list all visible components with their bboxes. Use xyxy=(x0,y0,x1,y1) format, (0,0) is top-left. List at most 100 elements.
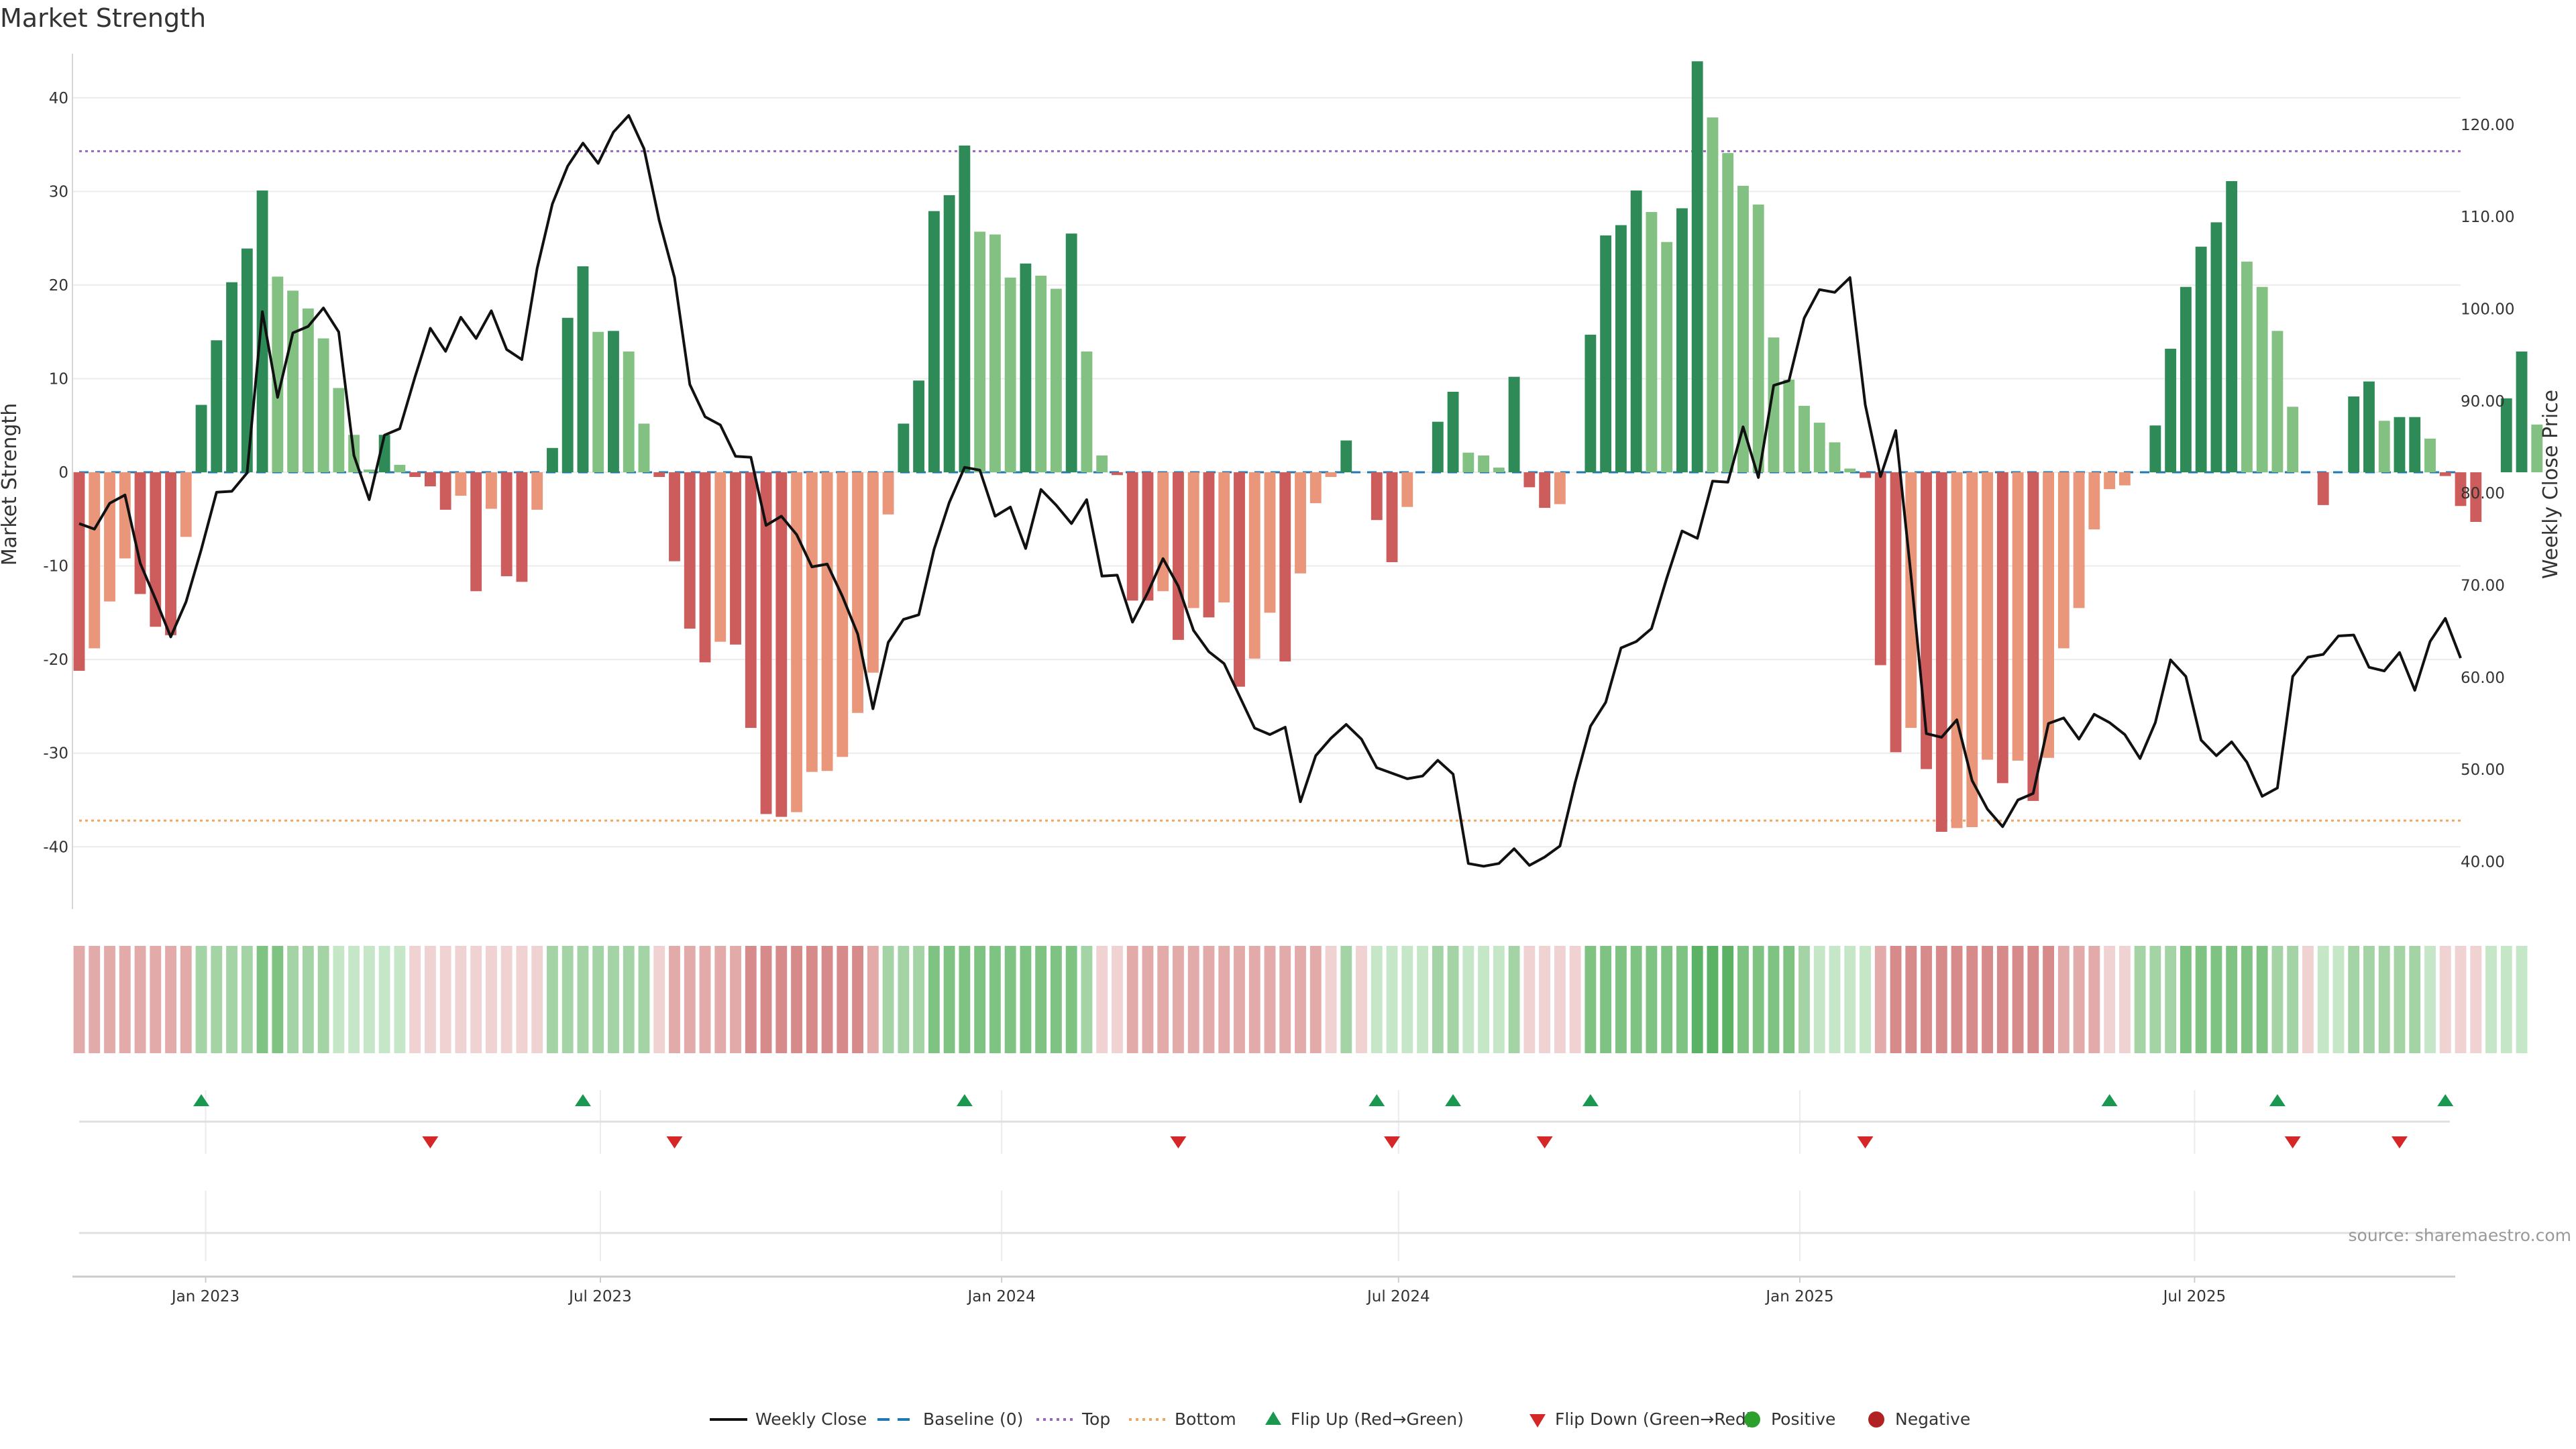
strength-bar xyxy=(867,472,879,673)
strength-bar xyxy=(104,472,115,602)
strip-cell xyxy=(1447,946,1459,1053)
strength-bar xyxy=(1081,352,1093,473)
strip-cell xyxy=(1585,946,1597,1053)
strip-cell xyxy=(1432,946,1444,1053)
legend-label: Top xyxy=(1081,1409,1110,1429)
legend-label: Positive xyxy=(1771,1409,1835,1429)
strip-cell xyxy=(2332,946,2345,1053)
strength-bar xyxy=(2012,472,2024,761)
strength-bar xyxy=(1799,405,1810,473)
strip-cell xyxy=(943,946,955,1053)
strength-bar xyxy=(1432,421,1444,473)
strength-bar xyxy=(500,472,513,576)
strength-bar xyxy=(928,211,940,473)
strength-bar xyxy=(1050,288,1062,473)
strip-cell xyxy=(2287,946,2299,1053)
strip-cell xyxy=(1203,946,1215,1053)
strength-bar xyxy=(1844,468,1856,473)
strength-bar xyxy=(714,472,727,642)
strength-bar xyxy=(226,282,237,473)
strip-cell xyxy=(1676,946,1688,1053)
strength-bar xyxy=(2195,246,2207,473)
strip-cell xyxy=(745,946,757,1053)
strip-cell xyxy=(1386,946,1398,1053)
right-tick-label: 80.00 xyxy=(2461,485,2505,502)
strip-cell xyxy=(1905,946,1917,1053)
strength-bar xyxy=(1860,472,1871,478)
strength-bar xyxy=(2378,421,2390,473)
left-tick-label: -20 xyxy=(43,651,68,669)
strip-cell xyxy=(1921,946,1932,1053)
strip-cell xyxy=(699,946,711,1053)
flip-down-marker xyxy=(1857,1136,1874,1148)
strip-cell xyxy=(211,946,223,1053)
strength-bar xyxy=(2210,222,2222,473)
strip-cell xyxy=(1279,946,1291,1053)
strength-bar xyxy=(73,472,85,671)
strip-cell xyxy=(2149,946,2161,1053)
flip-up-marker xyxy=(193,1094,210,1106)
right-tick-label: 90.00 xyxy=(2461,393,2505,411)
strip-cell xyxy=(2424,946,2436,1053)
flip-down-marker xyxy=(422,1136,439,1148)
strip-cell xyxy=(2118,946,2131,1053)
strip-cell xyxy=(1951,946,1963,1053)
flip-up-marker xyxy=(2437,1094,2454,1106)
strip-cell xyxy=(1401,946,1413,1053)
strength-bar xyxy=(943,195,955,473)
strip-cell xyxy=(2394,946,2406,1053)
strength-bar xyxy=(699,472,711,663)
strip-cell xyxy=(1691,946,1703,1053)
strength-strip xyxy=(73,946,2528,1053)
strength-bar xyxy=(256,190,268,473)
strength-bar xyxy=(1309,472,1322,504)
strip-cell xyxy=(241,946,253,1053)
strength-bar xyxy=(1386,472,1398,563)
strip-cell xyxy=(1523,946,1536,1053)
strip-cell xyxy=(561,946,574,1053)
strength-bar xyxy=(2073,472,2085,608)
strength-bar xyxy=(1646,212,1658,473)
strength-bar xyxy=(2180,286,2192,473)
strip-cell xyxy=(2165,946,2177,1053)
strength-bar xyxy=(1142,472,1154,601)
strip-cell xyxy=(2409,946,2421,1053)
strip-cell xyxy=(1508,946,1520,1053)
strip-cell xyxy=(684,946,696,1053)
strip-cell xyxy=(1462,946,1474,1053)
strip-cell xyxy=(516,946,528,1053)
strength-bar xyxy=(1295,472,1306,574)
strength-bar xyxy=(455,472,467,496)
strip-cell xyxy=(1218,946,1230,1053)
strength-bar xyxy=(2439,472,2451,476)
strip-cell xyxy=(974,946,986,1053)
strength-bar xyxy=(1157,472,1169,592)
strip-cell xyxy=(500,946,513,1053)
strength-bar xyxy=(2348,396,2360,473)
strength-bar xyxy=(2516,352,2528,473)
strength-bar xyxy=(791,472,802,812)
strength-bar xyxy=(180,472,192,537)
left-tick-label: -40 xyxy=(43,839,68,856)
strip-cell xyxy=(150,946,162,1053)
strength-bar xyxy=(2409,417,2421,473)
strip-cell xyxy=(2470,946,2482,1053)
strength-bar xyxy=(684,472,696,629)
strip-cell xyxy=(1737,946,1749,1053)
left-tick-label: -30 xyxy=(43,745,68,763)
strength-bar xyxy=(424,472,436,486)
strength-bar xyxy=(1874,472,1886,665)
strip-cell xyxy=(104,946,115,1053)
legend-label: Bottom xyxy=(1175,1409,1236,1429)
strip-cell xyxy=(2363,946,2375,1053)
strength-bar xyxy=(409,472,421,478)
strip-cell xyxy=(2073,946,2085,1053)
strength-bar xyxy=(1478,455,1490,473)
strength-bar xyxy=(577,266,589,473)
strength-bar xyxy=(1615,225,1627,473)
strip-cell xyxy=(89,946,101,1053)
strip-cell xyxy=(1860,946,1871,1053)
x-axis: Jan 2023 Jul 2023 Jan 2024 Jul 2024 Jan 2025… xyxy=(72,1275,2455,1305)
strength-bar xyxy=(1752,204,1764,473)
